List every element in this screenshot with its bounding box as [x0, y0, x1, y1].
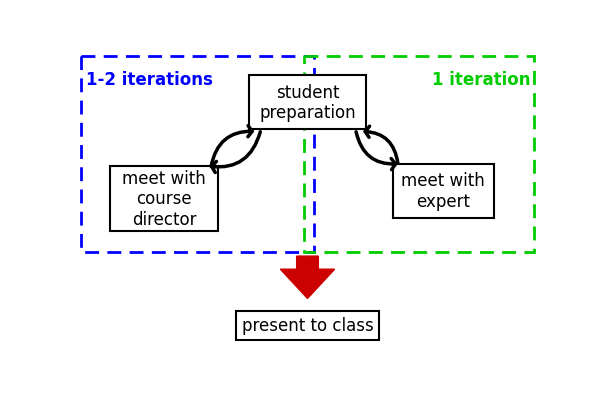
FancyArrow shape — [280, 256, 335, 299]
Text: meet with
course
director: meet with course director — [122, 169, 206, 229]
FancyBboxPatch shape — [393, 164, 493, 218]
Text: meet with
expert: meet with expert — [401, 172, 485, 211]
Text: present to class: present to class — [242, 317, 373, 335]
FancyBboxPatch shape — [236, 311, 379, 340]
FancyBboxPatch shape — [110, 166, 218, 231]
Text: student
preparation: student preparation — [259, 83, 356, 122]
Text: 1-2 iterations: 1-2 iterations — [86, 71, 213, 88]
Text: 1 iteration: 1 iteration — [432, 71, 531, 88]
FancyBboxPatch shape — [250, 76, 365, 130]
